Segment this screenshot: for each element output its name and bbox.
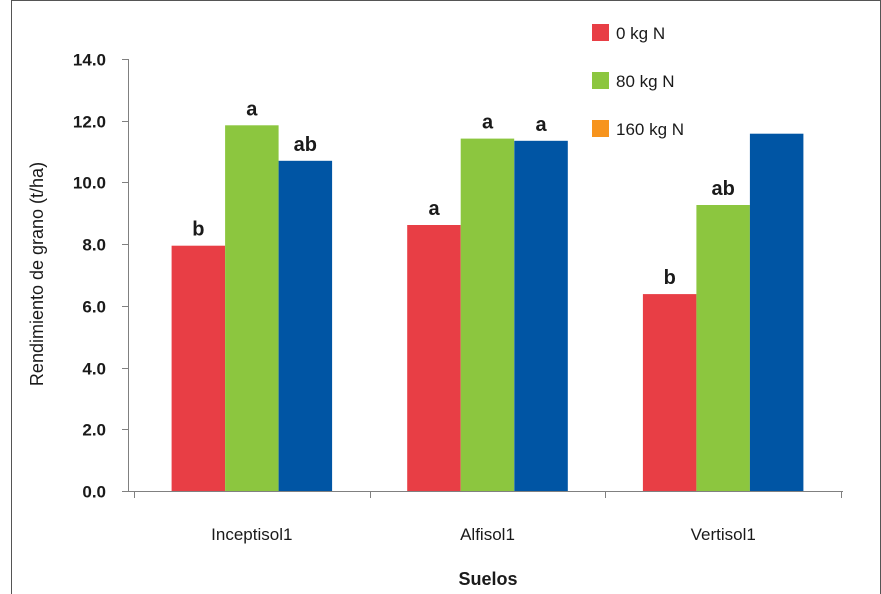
- y-axis-title: Rendimiento de grano (t/ha): [27, 162, 47, 386]
- y-tick-label: 4.0: [82, 360, 106, 379]
- legend-swatch: [592, 72, 609, 89]
- legend-swatch: [592, 120, 609, 137]
- y-tick-label: 2.0: [82, 421, 106, 440]
- y-tick-label: 12.0: [73, 113, 106, 132]
- legend-label: 0 kg N: [616, 24, 665, 43]
- significance-label: b: [192, 219, 204, 241]
- significance-label: a: [246, 98, 258, 120]
- y-tick-label: 6.0: [82, 298, 106, 317]
- legend-label: 160 kg N: [616, 120, 684, 139]
- bar-0-kg-n-alfisol1: [407, 225, 461, 491]
- y-tick-label: 0.0: [82, 483, 106, 502]
- significance-label: b: [664, 267, 676, 289]
- significance-label: ab: [294, 134, 317, 156]
- y-tick-label: 14.0: [73, 51, 106, 70]
- bar-0-kg-n-vertisol1: [642, 294, 697, 491]
- x-category-label: Alfisol1: [460, 525, 515, 544]
- y-tick-label: 8.0: [82, 236, 106, 255]
- y-tick-label: 10.0: [73, 174, 106, 193]
- significance-label: a: [482, 112, 494, 134]
- plot-area: 0.02.04.06.08.010.012.014.0baabInceptiso…: [73, 51, 843, 544]
- bar-160-kg-n-vertisol1: [749, 133, 804, 491]
- x-category-label: Vertisol1: [691, 525, 756, 544]
- significance-label: ab: [712, 178, 735, 200]
- bar-160-kg-n-alfisol1: [514, 140, 568, 492]
- bar-80-kg-n-vertisol1: [696, 205, 750, 491]
- significance-label: a: [535, 114, 547, 136]
- significance-label: a: [428, 198, 440, 220]
- legend: 0 kg N 80 kg N 160 kg N: [592, 24, 684, 139]
- x-axis-title: Suelos: [458, 569, 517, 589]
- x-category-label: Inceptisol1: [211, 525, 292, 544]
- bar-0-kg-n-inceptisol1: [171, 245, 226, 491]
- legend-label: 80 kg N: [616, 72, 675, 91]
- bar-160-kg-n-inceptisol1: [278, 160, 333, 492]
- bar-80-kg-n-inceptisol1: [225, 125, 279, 492]
- legend-swatch: [592, 24, 609, 41]
- bar-80-kg-n-alfisol1: [460, 138, 515, 491]
